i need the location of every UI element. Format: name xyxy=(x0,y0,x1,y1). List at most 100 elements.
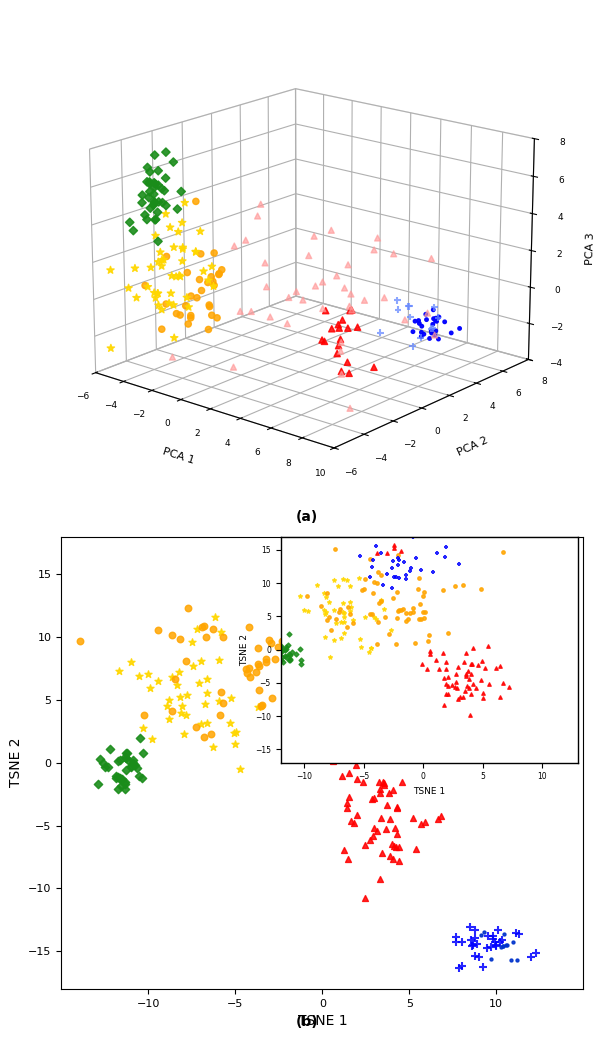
Point xyxy=(498,937,508,954)
Point xyxy=(344,765,354,782)
Point xyxy=(367,791,377,808)
Point xyxy=(349,731,359,748)
Point xyxy=(297,629,307,646)
Point xyxy=(451,933,461,950)
Point xyxy=(376,809,386,826)
Point xyxy=(359,658,369,674)
Point xyxy=(115,752,125,769)
Point xyxy=(113,781,123,797)
Point xyxy=(467,937,477,954)
Point xyxy=(113,752,123,769)
Point xyxy=(470,929,480,946)
Point xyxy=(167,626,177,643)
Point xyxy=(281,629,290,646)
Point xyxy=(167,669,177,686)
Point xyxy=(457,933,467,950)
Point xyxy=(218,694,228,711)
Point xyxy=(216,624,226,641)
Point xyxy=(120,775,130,792)
Point xyxy=(123,751,133,768)
Point xyxy=(210,609,220,626)
Point xyxy=(397,774,406,791)
Point xyxy=(374,773,384,790)
Point xyxy=(408,809,418,826)
Point xyxy=(122,749,131,766)
Point xyxy=(121,762,131,778)
Point xyxy=(278,632,287,649)
Point xyxy=(451,929,461,946)
Point xyxy=(170,670,180,687)
Point xyxy=(132,760,142,776)
Point xyxy=(499,937,508,954)
Point xyxy=(128,755,138,772)
Point xyxy=(192,621,201,638)
Point xyxy=(337,690,347,707)
Point xyxy=(153,672,163,689)
Point xyxy=(480,924,489,940)
Point xyxy=(208,621,218,638)
Point xyxy=(115,771,125,788)
Point xyxy=(351,756,361,773)
Point xyxy=(365,831,375,848)
Point xyxy=(199,618,209,634)
Point xyxy=(120,748,130,765)
Point xyxy=(383,796,392,813)
Y-axis label: TSNE 2: TSNE 2 xyxy=(9,737,23,788)
Point xyxy=(208,739,217,755)
Point xyxy=(120,773,130,790)
Point xyxy=(371,648,381,665)
Point xyxy=(201,628,211,645)
Point xyxy=(508,933,518,950)
Point xyxy=(465,919,475,936)
Point xyxy=(116,777,126,794)
Point xyxy=(197,619,207,635)
Point xyxy=(496,938,506,955)
Point xyxy=(112,767,122,784)
Text: (a): (a) xyxy=(296,510,318,524)
Point xyxy=(230,735,240,752)
Point xyxy=(371,823,381,839)
Point xyxy=(216,684,225,701)
Point xyxy=(416,815,426,832)
Point xyxy=(379,776,389,793)
Point xyxy=(391,820,400,836)
Point xyxy=(184,599,193,615)
Point xyxy=(482,939,492,956)
Point xyxy=(245,669,255,686)
Point xyxy=(164,710,174,727)
Point xyxy=(111,769,121,786)
Point xyxy=(215,706,225,723)
Point xyxy=(293,612,303,629)
Point xyxy=(389,837,399,854)
Point xyxy=(495,933,505,950)
Point xyxy=(491,937,501,954)
Point xyxy=(95,750,105,767)
Point xyxy=(527,949,537,966)
Point xyxy=(257,696,266,713)
Point xyxy=(515,926,524,943)
Point xyxy=(376,781,386,797)
Point xyxy=(346,813,356,830)
Point xyxy=(491,937,500,954)
X-axis label: PCA 1: PCA 1 xyxy=(161,446,195,466)
Point xyxy=(138,745,147,762)
Point xyxy=(383,655,393,672)
Point xyxy=(202,685,212,702)
Point xyxy=(493,922,503,938)
Point xyxy=(273,639,283,655)
Point xyxy=(379,774,389,791)
Point xyxy=(126,757,136,774)
Point xyxy=(392,838,402,855)
Point xyxy=(76,633,85,650)
Point xyxy=(385,847,395,864)
Point xyxy=(203,715,212,732)
Point xyxy=(375,785,384,802)
Point xyxy=(454,959,464,976)
Point xyxy=(121,744,131,761)
Point xyxy=(229,725,239,742)
Point xyxy=(134,768,144,785)
Point xyxy=(388,851,398,868)
Point xyxy=(384,785,394,802)
Point xyxy=(175,631,185,648)
Point xyxy=(369,820,379,836)
